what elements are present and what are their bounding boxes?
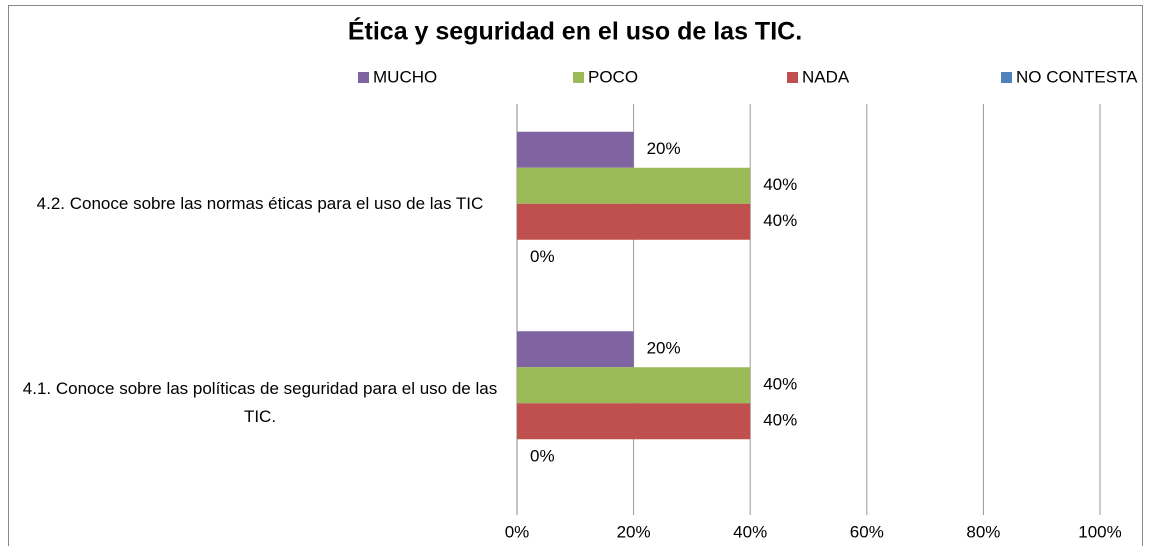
data-label: 20% [647, 139, 681, 158]
legend-swatch [787, 72, 798, 83]
data-label: 0% [530, 247, 555, 266]
data-label: 20% [647, 339, 681, 358]
category-label: 4.2. Conoce sobre las normas éticas para… [36, 193, 484, 213]
legend-label: NO CONTESTA [1016, 67, 1138, 86]
chart-title: Ética y seguridad en el uso de las TIC. [348, 17, 802, 46]
legend-swatch [358, 72, 369, 83]
x-tick-label: 0% [505, 522, 530, 541]
legend-label: MUCHO [373, 67, 437, 86]
category-label: 4.1. Conoce sobre las políticas de segur… [22, 379, 498, 427]
bar [517, 203, 751, 240]
chart-frame [8, 5, 1143, 546]
data-label: 40% [763, 175, 797, 194]
x-tick-label: 100% [1078, 522, 1121, 541]
legend-swatch [1001, 72, 1012, 83]
x-tick-label: 60% [850, 522, 884, 541]
legend-label: POCO [588, 67, 638, 86]
data-label: 40% [763, 211, 797, 230]
x-tick-label: 80% [966, 522, 1000, 541]
data-label: 0% [530, 447, 555, 466]
legend-label: NADA [802, 67, 850, 86]
legend-swatch [573, 72, 584, 83]
data-label: 40% [763, 375, 797, 394]
bar [517, 403, 751, 440]
bar [517, 331, 634, 368]
bar [517, 167, 751, 204]
bar [517, 367, 751, 404]
data-label: 40% [763, 411, 797, 430]
x-tick-label: 20% [617, 522, 651, 541]
bar [517, 131, 634, 168]
x-tick-label: 40% [733, 522, 767, 541]
